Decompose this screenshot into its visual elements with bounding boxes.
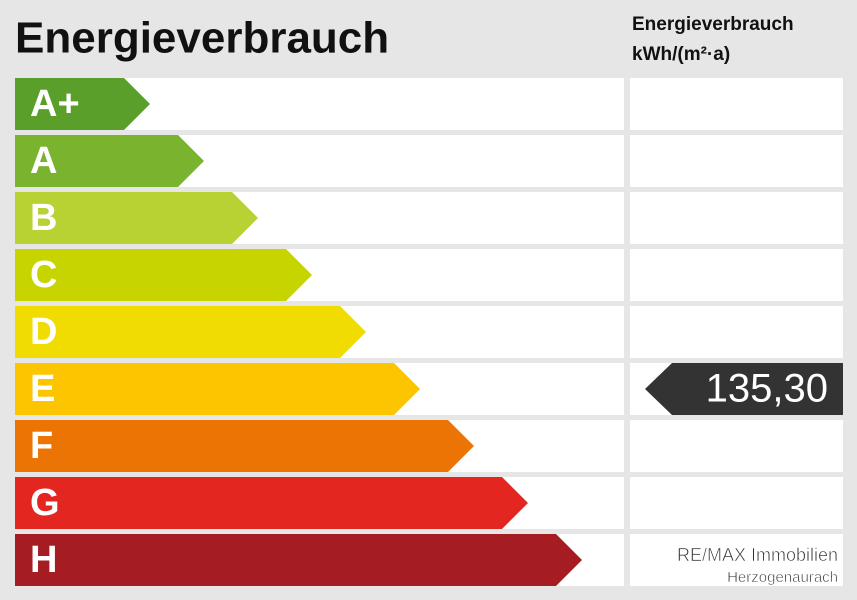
value-panel bbox=[630, 420, 843, 472]
class-arrow bbox=[15, 78, 150, 130]
value-panel bbox=[630, 249, 843, 301]
class-label: E bbox=[30, 368, 55, 410]
class-label: A bbox=[30, 140, 57, 182]
class-arrow bbox=[15, 135, 204, 187]
class-label: D bbox=[30, 311, 57, 353]
class-label: C bbox=[30, 254, 57, 296]
value-panel bbox=[630, 192, 843, 244]
class-arrow bbox=[15, 192, 258, 244]
class-label: G bbox=[30, 482, 60, 524]
class-arrow bbox=[15, 534, 582, 586]
class-arrow bbox=[15, 420, 474, 472]
unit-header: kWh/(m²·a) bbox=[632, 44, 730, 65]
class-arrow bbox=[15, 363, 420, 415]
footer-text: RE/MAX Immobilien bbox=[677, 545, 838, 565]
class-label: A+ bbox=[30, 83, 80, 125]
class-arrow bbox=[15, 306, 366, 358]
class-arrow bbox=[15, 477, 528, 529]
title: Energieverbrauch bbox=[15, 14, 389, 63]
unit-header: Energieverbrauch bbox=[632, 14, 794, 35]
value-panel bbox=[630, 135, 843, 187]
value-panel bbox=[630, 306, 843, 358]
value-text: 135,30 bbox=[706, 367, 828, 411]
footer-text: Herzogenaurach bbox=[727, 569, 838, 586]
class-label: F bbox=[30, 425, 53, 467]
class-label: H bbox=[30, 539, 57, 581]
class-arrow bbox=[15, 249, 312, 301]
class-label: B bbox=[30, 197, 57, 239]
value-panel bbox=[630, 534, 843, 586]
value-panel bbox=[630, 477, 843, 529]
value-marker bbox=[645, 363, 843, 415]
value-panel bbox=[630, 78, 843, 130]
